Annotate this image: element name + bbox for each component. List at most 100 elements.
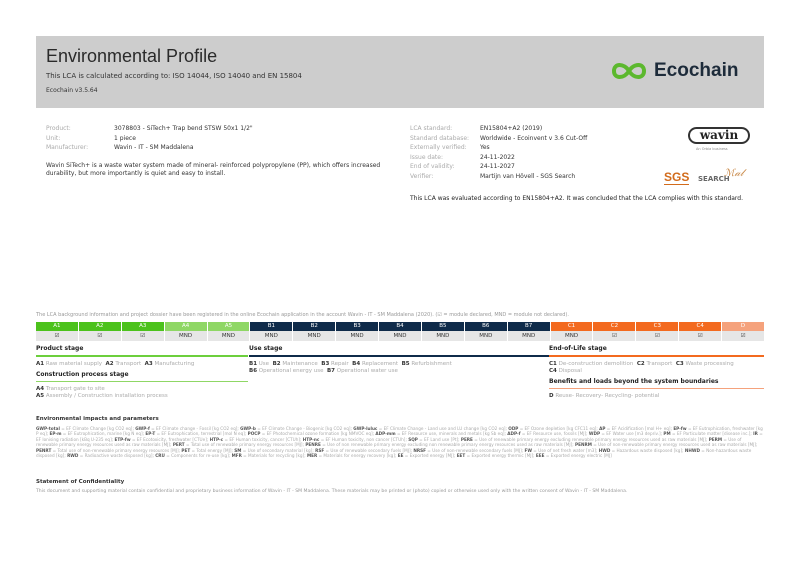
abbr-code: RWD bbox=[67, 453, 79, 459]
module-description: Maintenance bbox=[282, 360, 318, 367]
info-row: LCA standard: EN15804+A2 (2019) bbox=[410, 124, 587, 134]
stage-divider bbox=[249, 355, 549, 357]
abbr-code: PERE bbox=[460, 436, 473, 442]
stage-divider bbox=[36, 380, 248, 382]
abbr-description: Total use of non-renewable primary energ… bbox=[57, 447, 179, 453]
abbr-description: EF Climate Change - Land use and LU chan… bbox=[383, 426, 506, 431]
info-label: Issue date: bbox=[410, 153, 443, 161]
abbr-code: ADP-f bbox=[507, 431, 521, 437]
abbr-description: Total energy [MJ] bbox=[196, 447, 232, 453]
info-label: Product: bbox=[46, 125, 71, 132]
info-label: Verifier: bbox=[410, 172, 434, 180]
module-header-a3: A3 bbox=[121, 322, 164, 331]
abbr-code: GWP-f bbox=[135, 426, 150, 431]
info-row: Product: 3078803 - SiTech+ Trap bend STSW… bbox=[46, 124, 253, 134]
abbr-description: Non-hazardous waste disposed [kg] bbox=[36, 447, 752, 459]
module-header-b7: B7 bbox=[507, 322, 550, 331]
product-info: Product: 3078803 - SiTech+ Trap bend STSW… bbox=[46, 124, 253, 153]
abbr-description: Exported energy [MJ] bbox=[409, 453, 454, 459]
ecochain-logo-text: Ecochain bbox=[654, 60, 739, 81]
info-row: Unit: 1 piece bbox=[46, 134, 253, 144]
module-status-b5: MND bbox=[421, 331, 464, 341]
stage-divider bbox=[36, 355, 248, 357]
abbr-description: EF Ozone depletion [kg CFC11 eq] bbox=[524, 426, 597, 431]
module-status-b2: MND bbox=[293, 331, 336, 341]
info-row: End of validity: 24-11-2027 bbox=[410, 162, 587, 172]
abbr-code: POCP bbox=[247, 431, 261, 437]
module-description: Use bbox=[258, 360, 270, 367]
module-status-b4: MND bbox=[379, 331, 421, 341]
stage-items: A4 Transport gate to site A5 Assembly / … bbox=[36, 386, 248, 400]
env-abbreviations: GWP-total = EF Climate Change [kg CO2 eq… bbox=[36, 426, 763, 459]
product-stage: Product stage A1 Raw material supply A2 … bbox=[36, 345, 248, 400]
module-code: B6 bbox=[249, 367, 258, 374]
abbr-description: EF Human toxicity, non cancer [CTUh] bbox=[325, 436, 406, 442]
abbr-code: NHWD bbox=[684, 447, 700, 453]
ecochain-logo: Ecochain bbox=[610, 60, 738, 82]
product-description: Wavin SiTech+ is a waste water system ma… bbox=[46, 162, 381, 177]
module-status-b7: MND bbox=[507, 331, 550, 341]
info-value: EN15804+A2 (2019) bbox=[480, 125, 543, 132]
module-code: A1 bbox=[36, 360, 45, 367]
abbr-description: EF Photochemical ozone formation [kg NMV… bbox=[266, 431, 373, 437]
module-code: C4 bbox=[549, 367, 557, 374]
abbr-description: EF Ecotoxicity, freshwater [CTUe] bbox=[136, 436, 207, 442]
page-title: Environmental Profile bbox=[46, 46, 218, 66]
page-subtitle: This LCA is calculated according to: ISO… bbox=[46, 72, 302, 80]
stage-items: A1 Raw material supply A2 Transport A3 M… bbox=[36, 361, 248, 368]
module-header-b3: B3 bbox=[336, 322, 379, 331]
abbr-description: Materials for energy recovery [kg] bbox=[323, 453, 395, 459]
info-label: Unit: bbox=[46, 134, 61, 142]
abbr-description: Exported energy electric [MJ] bbox=[550, 453, 612, 459]
stage-title: Product stage bbox=[36, 345, 84, 352]
info-value: Worldwide - Ecoinvent v 3.6 Cut-Off bbox=[480, 134, 588, 142]
module-status-c3: ☑ bbox=[636, 331, 679, 341]
abbr-code: GWP-b bbox=[240, 426, 256, 431]
module-code: A5 bbox=[36, 393, 45, 399]
abbr-code: WDP bbox=[588, 431, 601, 437]
abbr-code: EP-T bbox=[145, 431, 156, 437]
module-description: Repair bbox=[331, 360, 349, 367]
module-description: Assembly / Construction installation pro… bbox=[45, 393, 168, 399]
abbr-description: Components for re-use [kg] bbox=[171, 453, 229, 459]
abbr-description: EF Acidification [mol H+ eq] bbox=[611, 426, 671, 431]
module-status-a3: ☑ bbox=[121, 331, 164, 341]
module-code: B2 bbox=[272, 360, 281, 367]
abbr-code: NRSF bbox=[413, 447, 426, 453]
abbr-description: EF Human toxicity, cancer [CTUh] bbox=[229, 436, 301, 442]
stage-divider bbox=[549, 355, 764, 357]
stage-title: End-of-Life stage bbox=[549, 345, 607, 352]
abbr-code: PENRE bbox=[305, 442, 321, 448]
abbr-description: Exported energy thermic [MJ] bbox=[471, 453, 534, 459]
module-description: Operational energy use bbox=[258, 367, 324, 374]
module-code: B1 bbox=[249, 360, 258, 367]
module-code: A3 bbox=[144, 360, 153, 367]
module-code: C1 bbox=[549, 360, 557, 367]
module-header-d: D bbox=[722, 322, 764, 331]
module-code: B5 bbox=[401, 360, 410, 367]
abbr-description: Materials for recycling [kg] bbox=[248, 453, 305, 459]
module-status-a4: MND bbox=[164, 331, 207, 341]
use-stage: Use stage B1 Use B2 Maintenance B3 Repai… bbox=[249, 345, 549, 375]
info-row: Verifier: Martijn van Hövell - SGS Search bbox=[410, 172, 587, 182]
module-header-c3: C3 bbox=[636, 322, 679, 331]
abbr-code: SQP bbox=[408, 436, 418, 442]
modules-table: A1 A2 A3 A4 A5 B1 B2 B3 B4 B5 B6 B7 C1 C2 C3 C4 D ☑ ☑ ☑ MND M… bbox=[36, 322, 764, 341]
registration-note: The LCA background information and proje… bbox=[36, 312, 569, 318]
abbr-description: EF Ionising radiation [kBq U-235 eq] bbox=[36, 436, 112, 442]
stage-title: Benefits and loads beyond the system bou… bbox=[549, 377, 719, 385]
abbr-description: Use of secondary material [kg] bbox=[247, 447, 313, 453]
abbr-description: EF Climate Change - Biogenic [kg CO2 eq] bbox=[262, 426, 351, 431]
abbr-code: EET bbox=[456, 453, 466, 459]
info-row: Issue date: 24-11-2022 bbox=[410, 153, 587, 163]
info-label: LCA standard: bbox=[410, 125, 453, 132]
module-code: C3 bbox=[675, 360, 684, 367]
module-description: Waste processing bbox=[685, 360, 734, 367]
module-header-a2: A2 bbox=[78, 322, 121, 331]
abbr-code: CRU bbox=[155, 453, 165, 459]
end-of-life-stage: End-of-Life stage C1 De-construction dem… bbox=[549, 345, 764, 400]
stage-items: C1 De-construction demolition C2 Transpo… bbox=[549, 361, 764, 375]
version-label: Ecochain v3.5.64 bbox=[46, 87, 98, 94]
module-description: Disposal bbox=[558, 367, 582, 374]
info-row: Externally verified: Yes bbox=[410, 143, 587, 153]
